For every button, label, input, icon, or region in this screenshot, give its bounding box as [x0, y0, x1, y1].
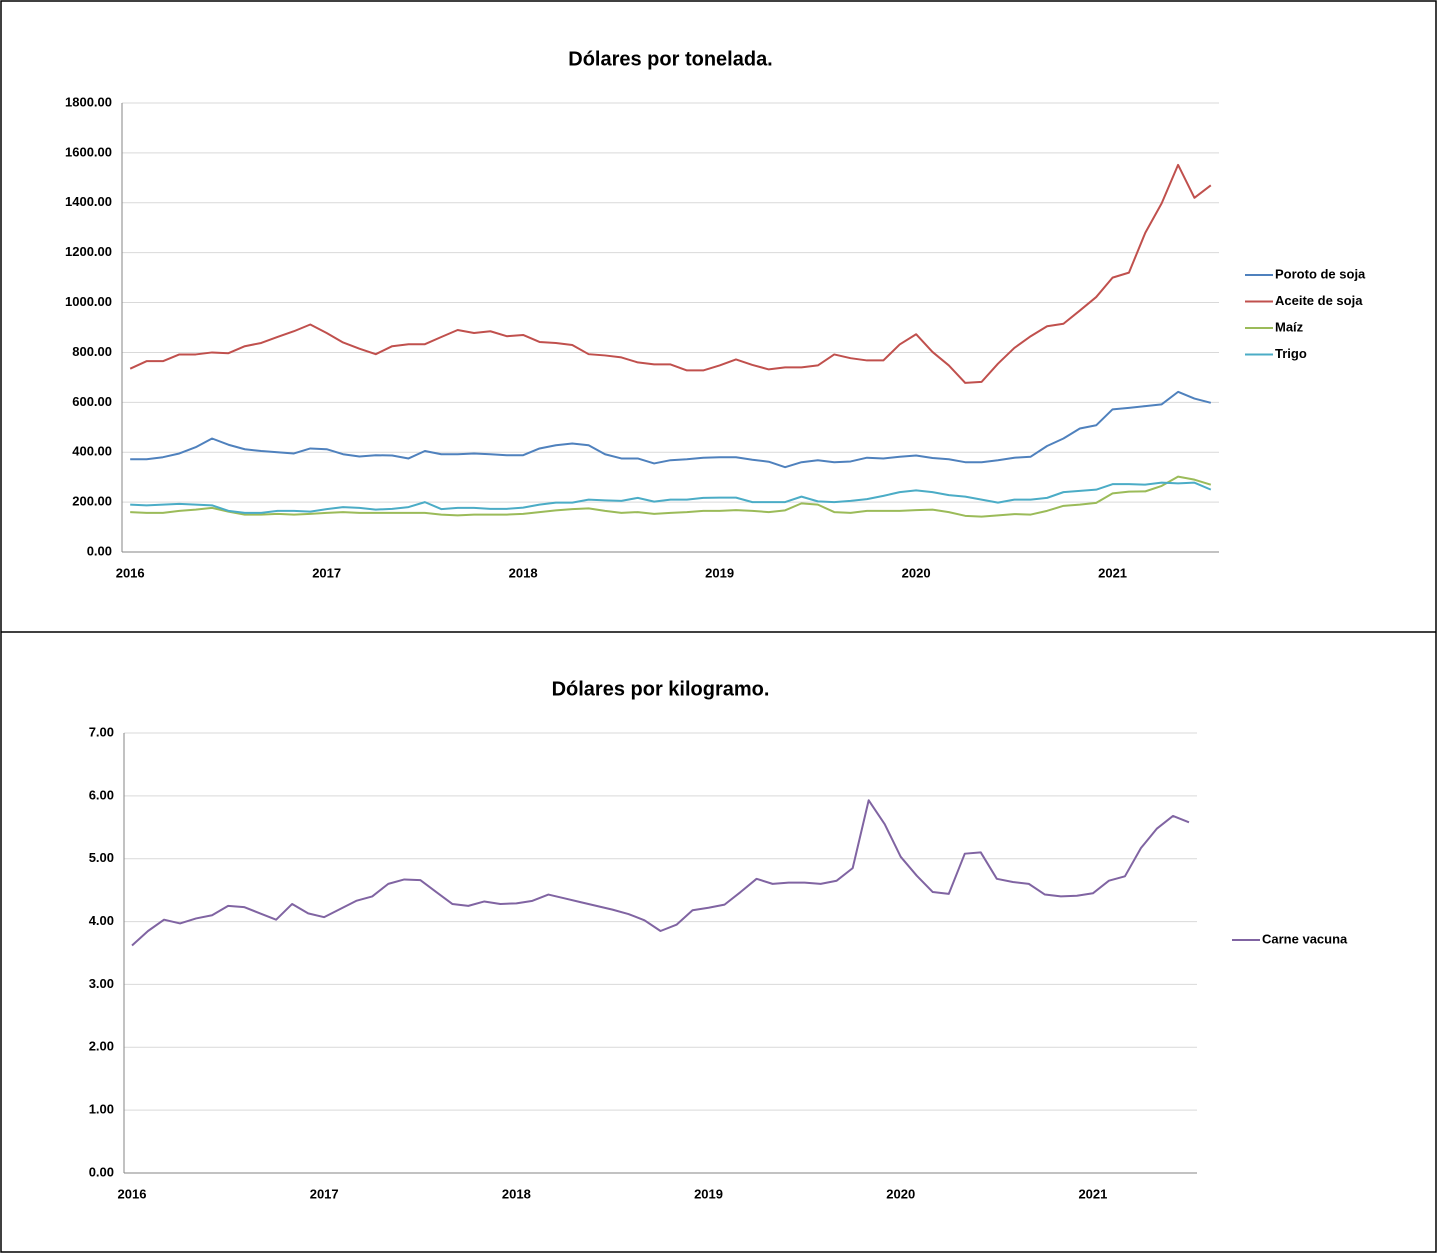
series-line	[130, 481, 1212, 514]
y-tick-label: 1200.00	[65, 244, 112, 259]
x-tick-label: 2018	[502, 1186, 531, 1201]
x-tick-label: 2016	[118, 1186, 147, 1201]
legend-label: Aceite de soja	[1275, 293, 1363, 308]
y-tick-label: 200.00	[72, 494, 112, 509]
y-tick-label: 600.00	[72, 394, 112, 409]
y-tick-label: 1800.00	[65, 94, 112, 109]
series-line	[130, 475, 1212, 518]
x-tick-label: 2018	[509, 565, 538, 580]
legend-label: Trigo	[1275, 346, 1307, 361]
series-line	[131, 799, 1190, 947]
y-tick-label: 4.00	[89, 913, 114, 928]
y-tick-label: 2.00	[89, 1039, 114, 1054]
x-tick-label: 2017	[310, 1186, 339, 1201]
y-tick-label: 7.00	[89, 724, 114, 739]
y-tick-label: 3.00	[89, 976, 114, 991]
y-tick-label: 0.00	[87, 543, 112, 558]
x-tick-label: 2017	[312, 565, 341, 580]
y-tick-label: 6.00	[89, 787, 114, 802]
x-tick-label: 2020	[886, 1186, 915, 1201]
y-tick-label: 800.00	[72, 344, 112, 359]
series-line	[130, 390, 1212, 469]
x-tick-label: 2020	[902, 565, 931, 580]
y-tick-label: 400.00	[72, 444, 112, 459]
y-tick-label: 1400.00	[65, 194, 112, 209]
legend-label: Maíz	[1275, 319, 1304, 334]
legend-label: Poroto de soja	[1275, 266, 1366, 281]
x-tick-label: 2021	[1078, 1186, 1107, 1201]
x-tick-label: 2019	[705, 565, 734, 580]
y-tick-label: 1.00	[89, 1102, 114, 1117]
series-line	[129, 163, 1212, 384]
x-tick-label: 2019	[694, 1186, 723, 1201]
y-tick-label: 1000.00	[65, 294, 112, 309]
legend-label: Carne vacuna	[1262, 931, 1348, 946]
x-tick-label: 2021	[1098, 565, 1127, 580]
chart-title: Dólares por tonelada.	[568, 48, 773, 70]
x-tick-label: 2016	[116, 565, 145, 580]
y-tick-label: 0.00	[89, 1164, 114, 1179]
y-tick-label: 1600.00	[65, 144, 112, 159]
chart-title: Dólares por kilogramo.	[552, 678, 770, 700]
y-tick-label: 5.00	[89, 850, 114, 865]
